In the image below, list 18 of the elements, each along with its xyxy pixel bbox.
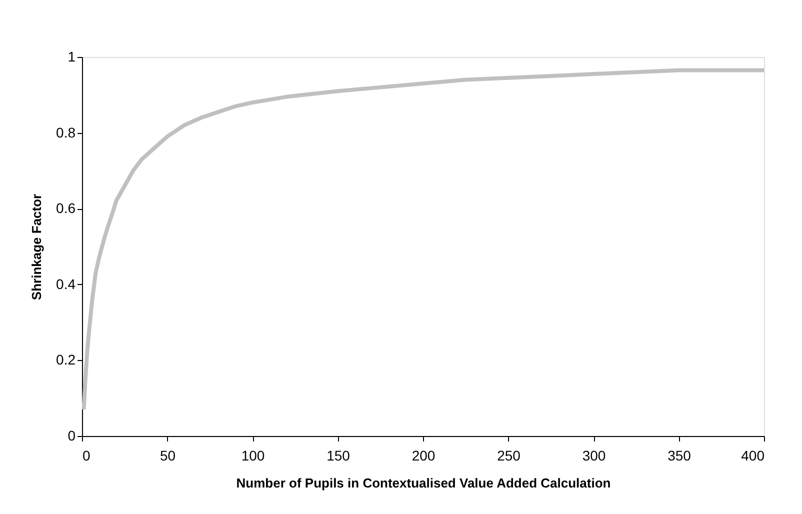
y-tick-label: 1 — [68, 48, 76, 64]
x-tick-label: 50 — [160, 448, 176, 464]
y-tick-label: 0.6 — [56, 200, 76, 216]
x-tick-label: 250 — [497, 448, 521, 464]
y-tick-label: 0 — [68, 428, 76, 444]
x-tick-label: 100 — [241, 448, 265, 464]
x-tick-label: 150 — [326, 448, 350, 464]
y-tick-label: 0.2 — [56, 352, 76, 368]
x-tick-label: 400 — [741, 448, 765, 464]
y-tick-label: 0.4 — [56, 276, 76, 292]
x-axis-title: Number of Pupils in Contextualised Value Added Calculation — [236, 476, 611, 490]
line-series — [82, 68, 764, 412]
y-tick-label: 0.8 — [56, 124, 76, 140]
x-tick-label: 300 — [582, 448, 606, 464]
x-tick-label: 0 — [82, 448, 90, 464]
y-axis-title: Shrinkage Factor — [29, 194, 44, 300]
x-tick-label: 200 — [412, 448, 436, 464]
x-tick-label: 350 — [668, 448, 692, 464]
